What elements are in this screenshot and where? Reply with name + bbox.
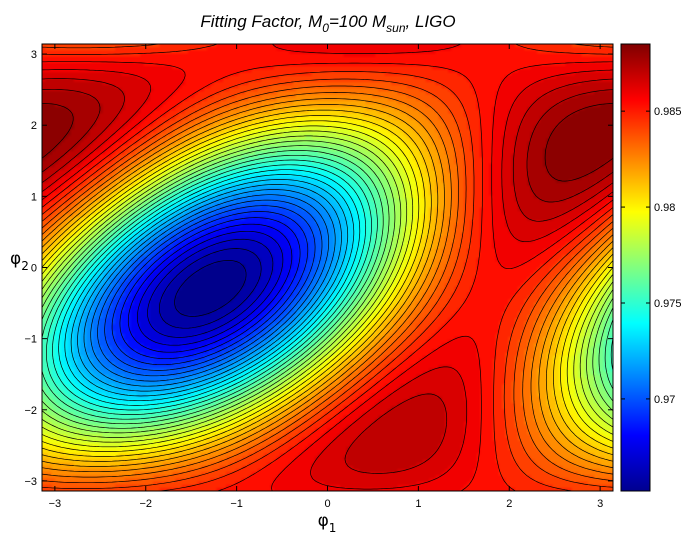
contour-line [52, 164, 367, 411]
contour-line [46, 159, 372, 415]
contour-line [42, 120, 613, 452]
contour-line [42, 44, 613, 491]
x-tick-label: 2 [506, 498, 512, 510]
contour-line [42, 109, 613, 462]
contour-line [42, 150, 613, 425]
x-tick-label: 1 [415, 498, 421, 510]
y-axis-label: φ2 [10, 249, 29, 273]
x-tick-label: 3 [597, 498, 603, 510]
x-axis-ticks: −3 −2 −1 0 1 2 3 [49, 44, 603, 510]
contour-line [42, 44, 613, 491]
x-tick-label: −1 [230, 498, 243, 510]
contour-line [42, 125, 613, 448]
plot-area: −3 −2 −1 0 1 2 3 −3 −2 −1 0 1 2 3 [24, 43, 614, 510]
contour-line [58, 169, 361, 406]
y-tick-label: 1 [31, 191, 37, 203]
contour-line [97, 199, 323, 377]
colorbar-ticks: 0.97 0.975 0.98 0.985 [621, 106, 682, 406]
contour-line [119, 217, 301, 360]
contour-line [174, 260, 247, 317]
contour-line [42, 140, 613, 434]
contour-line [127, 223, 293, 353]
contour-line [111, 211, 309, 366]
contour-line [77, 184, 342, 392]
x-tick-label: −3 [49, 498, 62, 510]
contour-line [42, 85, 613, 484]
y-tick-label: 3 [31, 49, 37, 61]
contour-line [42, 88, 613, 203]
contour-line [42, 145, 613, 429]
contour-line [42, 154, 613, 420]
contour-line [42, 104, 613, 467]
fitting-factor-heatmap [42, 44, 613, 491]
contour-line [90, 194, 330, 382]
contour-line [42, 92, 613, 478]
contour-lines [42, 44, 613, 491]
colorbar-gradient [620, 43, 651, 492]
contour-line [42, 130, 613, 443]
y-axis-ticks: −3 −2 −1 0 1 2 3 [24, 49, 613, 488]
colorbar-tick-label: 0.98 [654, 202, 675, 214]
x-axis-label: φ1 [318, 511, 337, 535]
contour-line [70, 179, 349, 397]
contour-line [159, 248, 262, 329]
y-tick-label: 2 [31, 120, 37, 132]
chart-title: Fitting Factor, M0=100 Msun, LIGO [200, 12, 455, 35]
contour-line [104, 205, 316, 371]
y-tick-label: −1 [24, 334, 37, 346]
x-tick-label: −2 [139, 498, 152, 510]
contour-line [42, 78, 613, 474]
y-tick-label: −3 [24, 476, 37, 488]
contour-line [83, 189, 336, 387]
contour-line [42, 103, 613, 182]
contour-line [42, 135, 613, 438]
contour-line [42, 98, 613, 473]
contour-line [42, 44, 613, 491]
contour-line [42, 115, 613, 457]
contour-line [147, 238, 274, 338]
colorbar-tick-label: 0.97 [654, 394, 675, 406]
contour-line [42, 78, 613, 489]
contour-line [42, 69, 613, 490]
x-tick-label: 0 [324, 498, 330, 510]
contour-line [137, 230, 284, 346]
y-tick-label: −2 [24, 405, 37, 417]
colorbar-tick-label: 0.985 [654, 106, 682, 118]
y-tick-label: 0 [31, 263, 37, 275]
colorbar-tick-label: 0.975 [654, 298, 682, 310]
contour-line [64, 174, 355, 402]
colorbar: 0.97 0.975 0.98 0.985 [620, 43, 682, 492]
